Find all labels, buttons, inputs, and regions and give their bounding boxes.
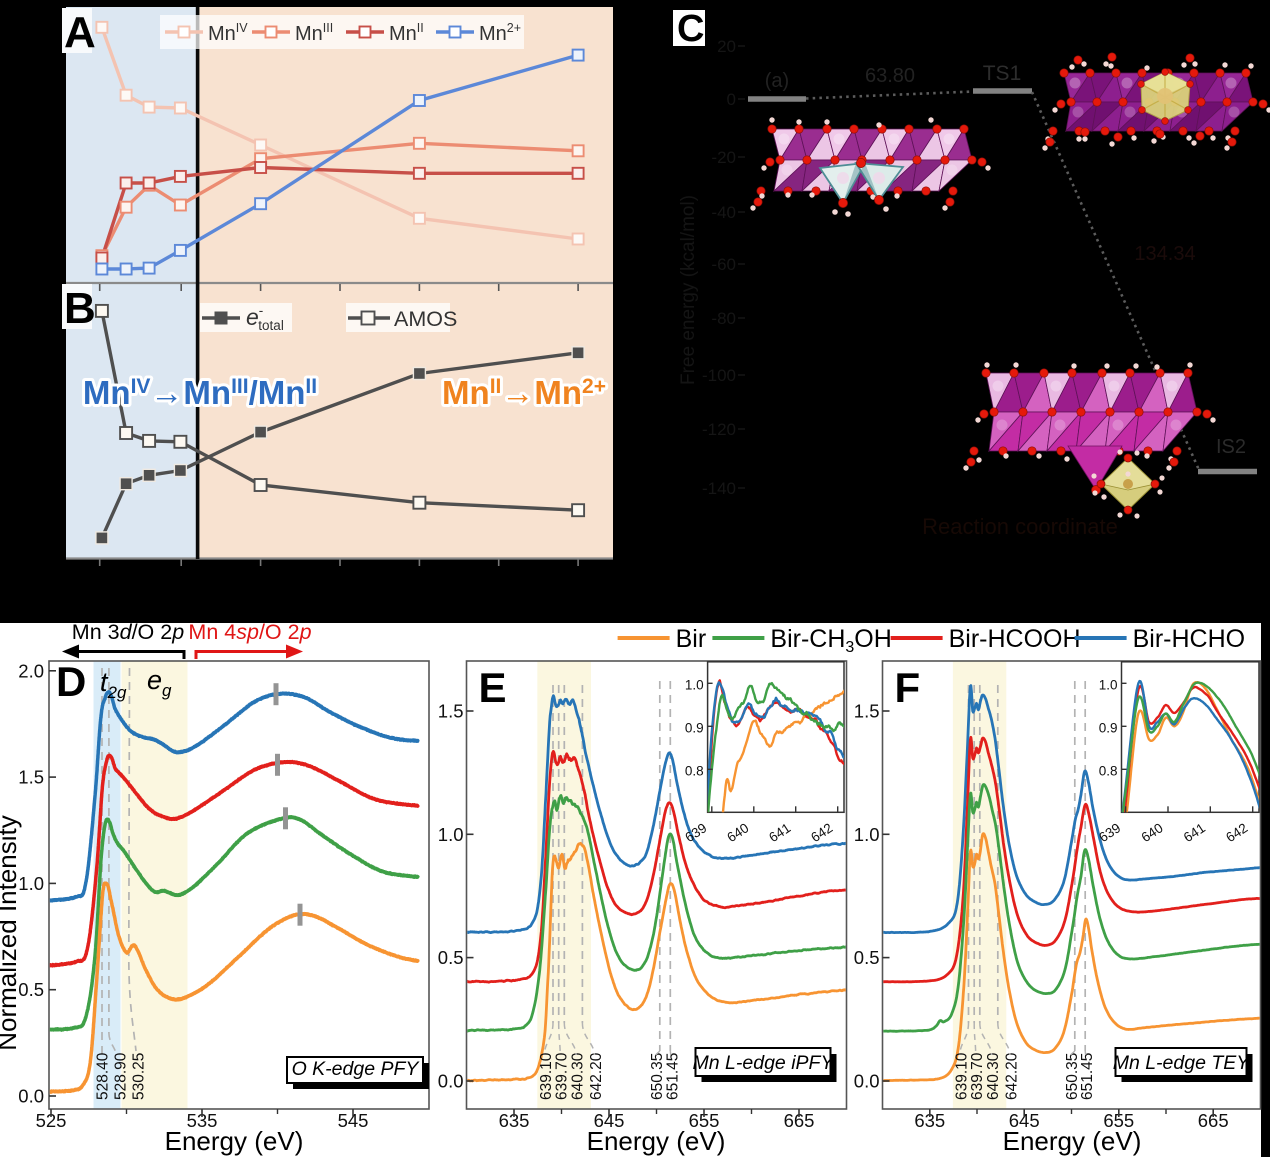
svg-text:641: 641 bbox=[766, 820, 793, 845]
svg-text:650.35: 650.35 bbox=[1064, 1053, 1081, 1100]
svg-text:639.70: 639.70 bbox=[969, 1052, 986, 1100]
svg-text:B: B bbox=[64, 284, 96, 333]
svg-text:0.9: 0.9 bbox=[1099, 720, 1118, 735]
svg-text:530.25: 530.25 bbox=[131, 1053, 148, 1100]
svg-text:655: 655 bbox=[1103, 1110, 1134, 1131]
svg-text:-60: -60 bbox=[711, 255, 736, 274]
svg-text:655: 655 bbox=[689, 1110, 720, 1131]
svg-text:Bir: Bir bbox=[676, 625, 707, 653]
svg-text:635: 635 bbox=[499, 1110, 530, 1131]
svg-text:-100: -100 bbox=[702, 366, 736, 385]
svg-text:-120: -120 bbox=[702, 420, 736, 439]
svg-text:-40: -40 bbox=[711, 203, 736, 222]
svg-text:1.5: 1.5 bbox=[18, 767, 44, 788]
svg-text:0.0: 0.0 bbox=[854, 1071, 880, 1092]
svg-text:641: 641 bbox=[1181, 820, 1208, 845]
svg-text:Mn 4sp/O 2p: Mn 4sp/O 2p bbox=[188, 623, 311, 644]
svg-text:525: 525 bbox=[36, 1110, 67, 1131]
svg-text:1.0: 1.0 bbox=[18, 873, 44, 894]
svg-text:0.5: 0.5 bbox=[438, 947, 464, 968]
svg-text:Mn L-edge TEY: Mn L-edge TEY bbox=[1113, 1052, 1252, 1074]
svg-text:Mn L-edge iPFY: Mn L-edge iPFY bbox=[693, 1052, 836, 1074]
svg-text:F: F bbox=[895, 664, 921, 711]
svg-text:0.5: 0.5 bbox=[18, 979, 44, 1000]
svg-text:E: E bbox=[479, 664, 507, 711]
svg-text:C: C bbox=[677, 8, 704, 50]
svg-text:MnII→Mn2+: MnII→Mn2+ bbox=[442, 374, 606, 411]
svg-text:-20: -20 bbox=[711, 148, 736, 167]
svg-text:0: 0 bbox=[727, 90, 736, 109]
svg-text:-80: -80 bbox=[711, 309, 736, 328]
svg-text:645: 645 bbox=[1009, 1110, 1040, 1131]
svg-text:651.45: 651.45 bbox=[1079, 1053, 1096, 1100]
svg-text:1.5: 1.5 bbox=[438, 701, 464, 722]
svg-text:Energy (eV): Energy (eV) bbox=[165, 1126, 304, 1156]
svg-text:-140: -140 bbox=[702, 479, 736, 498]
svg-text:650.35: 650.35 bbox=[649, 1053, 666, 1100]
svg-text:Bir-CH3OH: Bir-CH3OH bbox=[770, 625, 891, 656]
svg-text:640.30: 640.30 bbox=[570, 1052, 587, 1100]
svg-text:Bir-HCOOH: Bir-HCOOH bbox=[949, 625, 1081, 653]
svg-text:642: 642 bbox=[808, 820, 835, 845]
svg-text:134.34: 134.34 bbox=[1134, 243, 1195, 265]
svg-text:0.5: 0.5 bbox=[854, 947, 880, 968]
svg-text:1.5: 1.5 bbox=[854, 701, 880, 722]
svg-text:IS2: IS2 bbox=[1216, 436, 1246, 458]
svg-text:A: A bbox=[64, 8, 96, 57]
svg-text:Normalized Intensity: Normalized Intensity bbox=[0, 815, 22, 1051]
svg-text:640.30: 640.30 bbox=[985, 1052, 1002, 1100]
svg-text:Bir-HCHO: Bir-HCHO bbox=[1133, 625, 1246, 653]
svg-text:645: 645 bbox=[594, 1110, 625, 1131]
svg-text:1.0: 1.0 bbox=[1099, 677, 1118, 692]
svg-text:639.10: 639.10 bbox=[538, 1052, 555, 1100]
svg-text:651.45: 651.45 bbox=[664, 1053, 681, 1100]
svg-text:635: 635 bbox=[914, 1110, 945, 1131]
svg-text:Free energy (kcal/mol): Free energy (kcal/mol) bbox=[678, 195, 699, 385]
svg-text:639.70: 639.70 bbox=[554, 1052, 571, 1100]
svg-text:2.0: 2.0 bbox=[18, 660, 44, 681]
svg-text:640: 640 bbox=[724, 820, 751, 845]
svg-text:O K-edge PFY: O K-edge PFY bbox=[292, 1058, 421, 1080]
svg-text:639.10: 639.10 bbox=[953, 1052, 970, 1100]
svg-text:640: 640 bbox=[1139, 820, 1166, 845]
svg-text:642.20: 642.20 bbox=[1003, 1052, 1020, 1100]
svg-text:535: 535 bbox=[187, 1110, 218, 1131]
svg-text:0.0: 0.0 bbox=[438, 1071, 464, 1092]
svg-text:0.9: 0.9 bbox=[685, 720, 704, 735]
svg-text:TS1: TS1 bbox=[983, 62, 1022, 85]
svg-text:Energy (eV): Energy (eV) bbox=[587, 1126, 726, 1156]
svg-text:20: 20 bbox=[717, 37, 736, 56]
svg-text:528.40: 528.40 bbox=[95, 1052, 112, 1100]
svg-text:Mn 3d/O 2p: Mn 3d/O 2p bbox=[72, 623, 184, 644]
svg-text:1.0: 1.0 bbox=[438, 824, 464, 845]
svg-text:t2g: t2g bbox=[100, 667, 127, 702]
svg-text:545: 545 bbox=[338, 1110, 369, 1131]
svg-text:MnIV→MnIII/MnII: MnIV→MnIII/MnII bbox=[83, 374, 317, 411]
svg-text:Reaction coordinate: Reaction coordinate bbox=[922, 514, 1118, 539]
svg-text:665: 665 bbox=[1198, 1110, 1229, 1131]
svg-text:AMOS: AMOS bbox=[394, 307, 457, 331]
svg-text:63.80: 63.80 bbox=[865, 65, 915, 87]
svg-text:665: 665 bbox=[784, 1110, 815, 1131]
svg-text:(a): (a) bbox=[765, 70, 789, 92]
svg-text:D: D bbox=[56, 658, 86, 705]
svg-text:0.8: 0.8 bbox=[1099, 763, 1118, 778]
svg-text:0.0: 0.0 bbox=[18, 1086, 44, 1107]
svg-text:Energy (eV): Energy (eV) bbox=[1003, 1126, 1142, 1156]
svg-text:1.0: 1.0 bbox=[854, 824, 880, 845]
svg-text:1.0: 1.0 bbox=[685, 677, 704, 692]
svg-text:642.20: 642.20 bbox=[588, 1052, 605, 1100]
svg-text:528.90: 528.90 bbox=[113, 1052, 130, 1100]
svg-text:642: 642 bbox=[1223, 820, 1250, 845]
svg-text:0.8: 0.8 bbox=[685, 763, 704, 778]
